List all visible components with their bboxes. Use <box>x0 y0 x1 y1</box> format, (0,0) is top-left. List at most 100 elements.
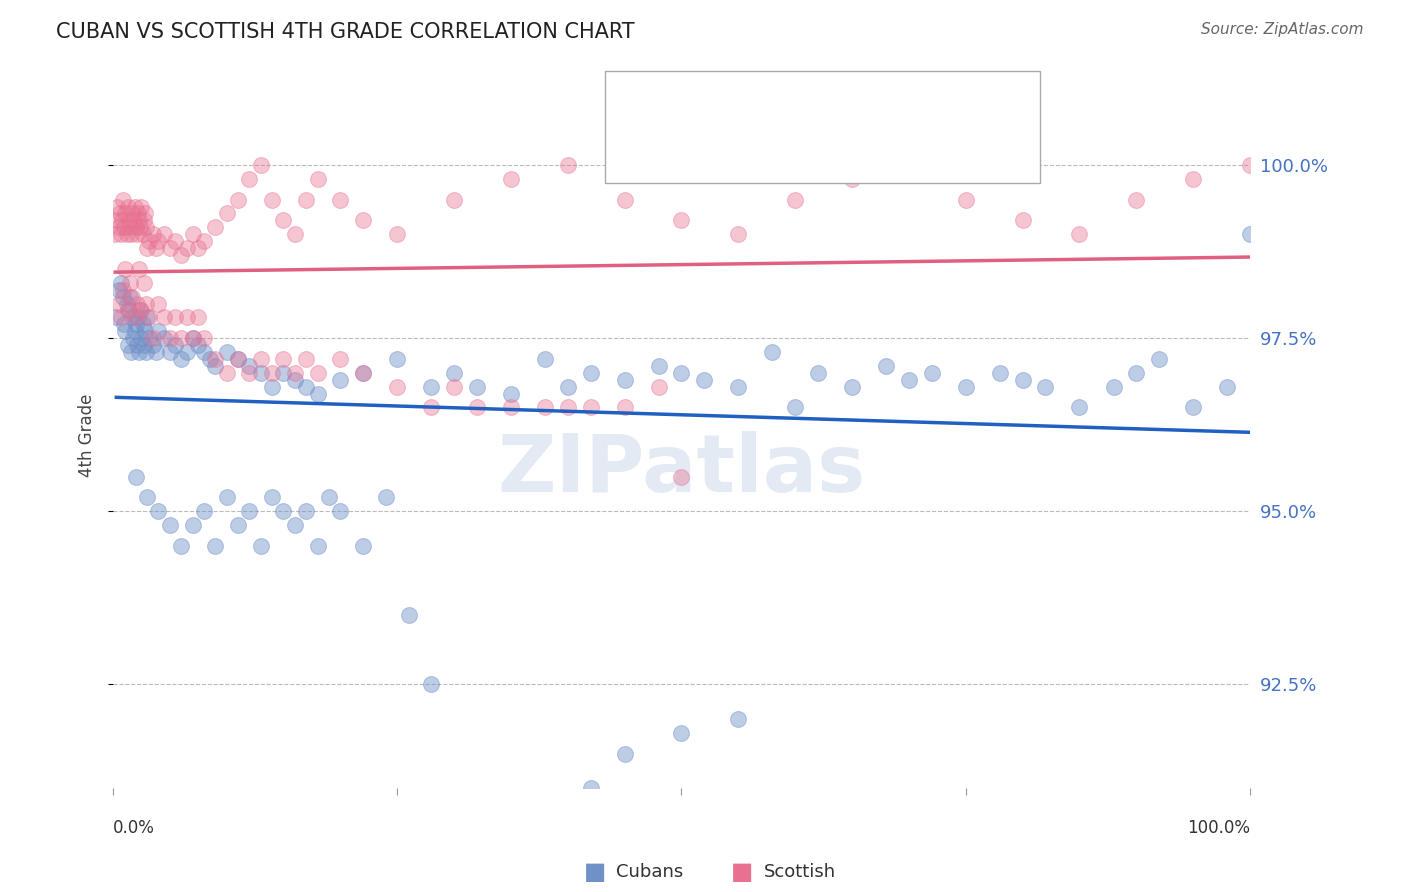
Text: 118: 118 <box>872 147 910 165</box>
Point <box>181 331 204 345</box>
Point <box>465 379 488 393</box>
Point <box>1239 158 1261 172</box>
Point <box>420 379 443 393</box>
Point <box>420 401 443 415</box>
Point <box>1033 379 1056 393</box>
Point <box>1069 401 1091 415</box>
Point <box>1125 366 1147 380</box>
Point <box>148 324 170 338</box>
Point <box>108 206 131 220</box>
Point <box>118 290 141 304</box>
Point <box>118 220 141 235</box>
Point <box>534 401 557 415</box>
Text: ■: ■ <box>628 93 651 117</box>
Point <box>226 193 249 207</box>
Point <box>238 366 260 380</box>
Point <box>114 324 136 338</box>
Point <box>307 386 329 401</box>
Point <box>613 373 636 387</box>
Point <box>165 338 187 352</box>
Point <box>955 193 977 207</box>
Point <box>727 227 749 242</box>
Point <box>727 712 749 726</box>
Point <box>131 331 153 345</box>
Point <box>193 504 215 518</box>
Text: R =: R = <box>665 147 704 165</box>
Text: 0.475: 0.475 <box>707 147 763 165</box>
Point <box>128 261 150 276</box>
Point <box>443 379 465 393</box>
Point <box>114 206 136 220</box>
Point <box>352 366 374 380</box>
Point <box>124 200 146 214</box>
Point <box>284 518 307 533</box>
Point <box>136 491 159 505</box>
Point <box>131 303 153 318</box>
Point <box>648 359 671 373</box>
Point <box>273 504 295 518</box>
Point <box>135 345 157 359</box>
Point <box>613 193 636 207</box>
Point <box>613 747 636 761</box>
Point <box>329 193 352 207</box>
Point <box>693 373 716 387</box>
Point <box>1125 193 1147 207</box>
Point <box>170 351 193 366</box>
Point <box>204 539 226 553</box>
Point <box>121 310 143 325</box>
Point <box>170 248 193 262</box>
Point <box>499 172 522 186</box>
Point <box>135 296 157 310</box>
Point <box>841 172 863 186</box>
Point <box>136 310 159 325</box>
Point <box>187 241 209 255</box>
Point <box>112 193 135 207</box>
Point <box>131 318 153 332</box>
Y-axis label: 4th Grade: 4th Grade <box>79 393 96 477</box>
Point <box>120 345 142 359</box>
Point <box>121 206 143 220</box>
Point <box>443 366 465 380</box>
Point <box>148 234 170 248</box>
Point <box>284 227 307 242</box>
Point <box>262 193 284 207</box>
Text: R =: R = <box>665 95 704 113</box>
Point <box>105 310 128 325</box>
Point <box>420 677 443 691</box>
Point <box>557 158 579 172</box>
Point <box>198 351 221 366</box>
Point <box>875 359 897 373</box>
Point <box>159 345 181 359</box>
Point <box>215 345 238 359</box>
Point <box>955 379 977 393</box>
Text: ZIPatlas: ZIPatlas <box>498 432 866 509</box>
Point <box>120 227 142 242</box>
Point <box>165 234 187 248</box>
Point <box>170 539 193 553</box>
Point <box>204 359 226 373</box>
Text: ■: ■ <box>583 861 606 884</box>
Text: CUBAN VS SCOTTISH 4TH GRADE CORRELATION CHART: CUBAN VS SCOTTISH 4TH GRADE CORRELATION … <box>56 22 636 42</box>
Point <box>110 310 132 325</box>
Point <box>307 172 329 186</box>
Point <box>785 193 807 207</box>
Point <box>110 276 132 290</box>
Point <box>329 373 352 387</box>
Point <box>671 366 693 380</box>
Point <box>727 379 749 393</box>
Text: ■: ■ <box>628 144 651 168</box>
Point <box>226 351 249 366</box>
Point <box>226 351 249 366</box>
Point <box>138 310 160 325</box>
Point <box>318 491 340 505</box>
Point <box>307 539 329 553</box>
Point <box>111 213 134 227</box>
Point <box>329 504 352 518</box>
Point <box>122 331 145 345</box>
Text: 108: 108 <box>872 95 910 113</box>
Point <box>897 373 920 387</box>
Point <box>124 324 146 338</box>
Point <box>132 213 155 227</box>
Point <box>112 318 135 332</box>
Point <box>128 345 150 359</box>
